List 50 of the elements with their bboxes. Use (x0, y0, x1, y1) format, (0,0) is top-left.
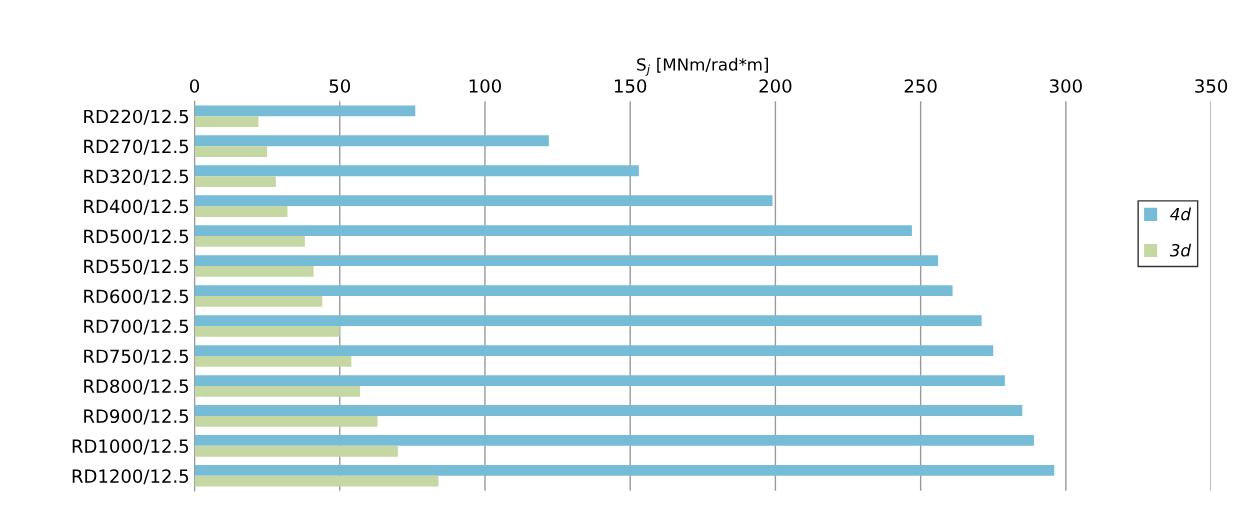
x-axis-title: S$_{j}$ [MNm/rad*m] (637, 57, 768, 76)
y-tick-label: RD550/12.5 (84, 259, 189, 275)
y-tick-label: RD400/12.5 (84, 199, 189, 215)
bar (194, 165, 639, 177)
bar (194, 415, 378, 427)
y-tick-label: RD270/12.5 (84, 139, 189, 155)
legend-label: 3d (1169, 243, 1192, 257)
y-tick-label: RD500/12.5 (84, 229, 189, 245)
bar (194, 116, 259, 127)
y-tick-label: RD220/12.5 (84, 109, 189, 125)
y-tick-label: RD700/12.5 (84, 319, 189, 335)
bar (194, 255, 939, 267)
bar (194, 105, 416, 117)
bar (194, 405, 1023, 416)
bar (194, 206, 288, 217)
bar (194, 315, 982, 326)
y-tick-label: RD900/12.5 (84, 409, 189, 425)
x-tick-label: 350 (1195, 79, 1228, 93)
y-tick-label: RD320/12.5 (84, 169, 189, 185)
bar (194, 375, 1005, 386)
bar (194, 135, 549, 147)
bar (194, 385, 361, 397)
x-tick-label: 250 (904, 79, 937, 93)
bar (194, 285, 953, 297)
y-tick-label: RD600/12.5 (84, 289, 189, 305)
x-tick-label: 50 (329, 79, 351, 93)
bar (194, 176, 276, 187)
bar (194, 465, 1055, 476)
bar (194, 266, 314, 277)
bar (194, 445, 398, 457)
y-tick-label: RD750/12.5 (84, 349, 189, 365)
x-tick-label: 150 (614, 79, 647, 93)
x-tick-label: 200 (759, 79, 792, 93)
bar (194, 236, 305, 247)
legend-label: 4d (1170, 207, 1192, 221)
x-tick-label: 0 (189, 79, 200, 93)
bar (194, 195, 773, 207)
bar (194, 325, 340, 337)
bar (194, 475, 439, 487)
bar (194, 146, 268, 157)
bar (194, 296, 323, 307)
y-tick-label: RD1000/12.5 (72, 439, 189, 455)
y-tick-label: RD1200/12.5 (72, 469, 189, 485)
x-tick-label: 300 (1050, 79, 1082, 93)
bar (194, 435, 1034, 446)
bar (194, 345, 994, 356)
bar (194, 225, 912, 237)
bar (194, 355, 352, 367)
x-tick-label: 100 (469, 79, 501, 93)
y-tick-label: RD800/12.5 (84, 379, 189, 395)
